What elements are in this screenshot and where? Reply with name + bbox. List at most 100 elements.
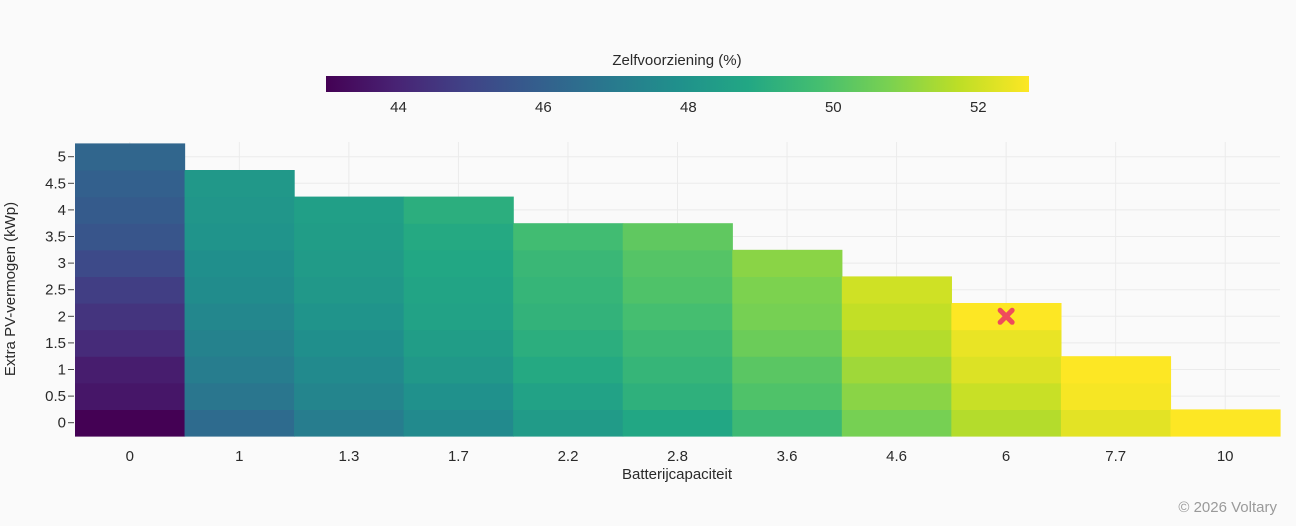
colorbar: Zelfvoorziening (%) 44 46 48 50 52	[326, 52, 1029, 116]
heatmap-cell	[294, 276, 405, 304]
marker-x-icon	[997, 307, 1015, 325]
x-tick-label: 1.3	[338, 448, 359, 465]
y-axis-ticks: 0 0.5 1 1.5 2 2.5 3 3.5 4 4.5 5	[45, 149, 74, 432]
x-tick-label: 10	[1217, 448, 1234, 465]
heatmap-cell	[75, 223, 186, 251]
heatmap-cell	[403, 249, 514, 277]
y-tick-label: 1	[58, 362, 66, 379]
heatmap-cell	[184, 249, 295, 277]
heatmap-cell	[622, 382, 733, 410]
heatmap-cell	[951, 356, 1062, 384]
heatmap-cell	[732, 329, 843, 357]
heatmap-cell	[75, 143, 186, 171]
heatmap-cell	[622, 249, 733, 277]
x-tick-label: 4.6	[886, 448, 907, 465]
heatmap-cell	[513, 249, 624, 277]
y-tick-label: 4	[58, 202, 66, 219]
x-tick-label: 3.6	[777, 448, 798, 465]
heatmap-cell	[75, 170, 186, 198]
heatmap-cell	[1060, 382, 1172, 410]
y-axis-label: Extra PV-vermogen (kWp)	[2, 202, 19, 376]
heatmap-cell	[184, 409, 295, 437]
heatmap-cell	[294, 329, 405, 357]
y-tick-label: 4.5	[45, 175, 66, 192]
heatmap-cell	[513, 356, 624, 384]
x-tick-label: 1.7	[448, 448, 469, 465]
heatmap-cell	[294, 249, 405, 277]
heatmap-cell	[75, 303, 186, 331]
heatmap-cell	[75, 276, 186, 304]
heatmap-cell	[184, 382, 295, 410]
heatmap-cell	[75, 409, 186, 437]
heatmap-cell	[622, 356, 733, 384]
heatmap-cell	[75, 249, 186, 277]
heatmap-cell	[184, 196, 295, 224]
heatmap-cell	[294, 382, 405, 410]
heatmap-cell	[75, 329, 186, 357]
heatmap-cell	[294, 196, 405, 224]
heatmap-cell	[184, 170, 295, 198]
heatmap-cell	[841, 356, 952, 384]
heatmap-cell	[403, 276, 514, 304]
colorbar-tick-label: 48	[680, 99, 697, 116]
heatmap-cell	[732, 382, 843, 410]
heatmap-cell	[841, 329, 952, 357]
heatmap-cell	[184, 303, 295, 331]
heatmap-cells	[75, 143, 1281, 437]
heatmap-cell	[294, 223, 405, 251]
x-tick-label: 0	[126, 448, 134, 465]
heatmap-cell	[732, 356, 843, 384]
x-tick-label: 1	[235, 448, 243, 465]
heatmap-cell	[513, 223, 624, 251]
heatmap-cell	[403, 356, 514, 384]
heatmap-cell	[403, 223, 514, 251]
heatmap-cell	[184, 276, 295, 304]
y-tick-label: 0.5	[45, 388, 66, 405]
heatmap-cell	[951, 409, 1062, 437]
y-tick-label: 1.5	[45, 335, 66, 352]
heatmap-cell	[184, 223, 295, 251]
heatmap-cell	[841, 382, 952, 410]
heatmap-cell	[732, 249, 843, 277]
x-axis-ticks: 0 1 1.3 1.7 2.2 2.8 3.6 4.6 6 7.7 10	[126, 448, 1234, 465]
heatmap-cell	[732, 303, 843, 331]
heatmap-cell	[513, 409, 624, 437]
colorbar-tick-label: 50	[825, 99, 842, 116]
heatmap-cell	[732, 276, 843, 304]
x-axis-label: Batterijcapaciteit	[622, 466, 733, 483]
y-tick-label: 3	[58, 255, 66, 272]
x-tick-label: 2.2	[558, 448, 579, 465]
heatmap-cell	[513, 382, 624, 410]
y-tick-label: 2	[58, 308, 66, 325]
heatmap-cell	[403, 329, 514, 357]
heatmap-cell	[951, 382, 1062, 410]
heatmap-cell	[184, 356, 295, 384]
y-tick-label: 3.5	[45, 229, 66, 246]
colorbar-tick-label: 46	[535, 99, 552, 116]
heatmap-cell	[403, 382, 514, 410]
heatmap-cell	[841, 276, 952, 304]
heatmap-cell	[403, 303, 514, 331]
heatmap-cell	[403, 409, 514, 437]
y-tick-label: 2.5	[45, 282, 66, 299]
heatmap-cell	[75, 196, 186, 224]
heatmap-cell	[294, 303, 405, 331]
heatmap-cell	[622, 276, 733, 304]
heatmap-cell	[732, 409, 843, 437]
heatmap-cell	[513, 276, 624, 304]
x-tick-label: 6	[1002, 448, 1010, 465]
heatmap-cell	[75, 382, 186, 410]
heatmap-cell	[622, 303, 733, 331]
x-tick-label: 2.8	[667, 448, 688, 465]
x-tick-label: 7.7	[1105, 448, 1126, 465]
heatmap-cell	[841, 409, 952, 437]
y-tick-label: 0	[58, 415, 66, 432]
heatmap-cell	[403, 196, 514, 224]
heatmap-cell	[75, 356, 186, 384]
watermark: © 2026 Voltary	[1178, 499, 1277, 516]
heatmap-cell	[1170, 409, 1281, 437]
heatmap-cell	[622, 223, 733, 251]
current-config-marker	[997, 307, 1015, 325]
heatmap-cell	[841, 303, 952, 331]
